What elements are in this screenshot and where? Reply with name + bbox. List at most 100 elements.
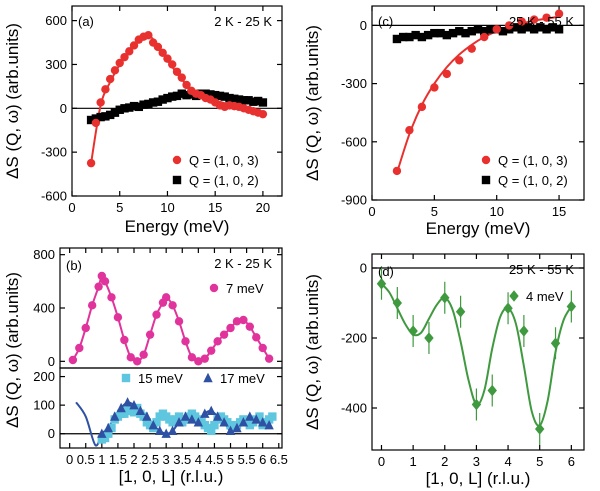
y-tick-label: 0: [360, 18, 367, 33]
panel-label: (b): [66, 258, 82, 273]
data-point: [200, 408, 210, 418]
panel-label: (d): [378, 264, 394, 279]
data-point: [109, 411, 120, 421]
y-tick-label: -600: [341, 134, 367, 149]
y-tick-label: 100: [33, 398, 55, 413]
data-point: [125, 47, 134, 56]
data-point: [152, 310, 161, 319]
chart-panel-c: 0 5 10 15 -900 -600 -300 0 (c) 25 K - 55 K Q = (1,…: [303, 5, 585, 238]
panel-label: (a): [78, 14, 94, 29]
data-point: [155, 425, 165, 436]
data-point: [122, 397, 133, 407]
legend-marker: [209, 283, 219, 293]
data-point: [207, 426, 216, 436]
x-tick-label: 2: [441, 454, 448, 469]
x-axis-title: [1, 0, L] (r.l.u.): [426, 469, 531, 488]
data-point: [417, 102, 427, 112]
data-point: [144, 99, 153, 109]
data-point: [104, 429, 113, 438]
y-tick-label: 0: [60, 101, 67, 116]
chart-panel-a: 0 5 10 15 20 -600 -300 0 300 600 (a) 2 K - 25 K Q = …: [3, 5, 283, 236]
data-point: [172, 67, 182, 76]
data-point: [181, 337, 190, 346]
data-point: [442, 69, 452, 79]
data-point: [87, 301, 97, 310]
data-point: [68, 355, 78, 365]
data-point: [86, 115, 96, 125]
data-point: [252, 333, 261, 342]
y-tick-label: 800: [33, 247, 55, 262]
data-point: [461, 28, 470, 38]
y-axis-title: ΔS (Q, ω) (arb.units): [3, 272, 22, 428]
data-point: [107, 423, 116, 433]
data-point: [100, 277, 110, 286]
data-point: [405, 32, 414, 42]
plot-frame: [371, 253, 585, 451]
data-point: [239, 96, 249, 105]
data-point: [210, 420, 219, 430]
data-point: [448, 28, 458, 38]
data-point: [158, 95, 167, 104]
data-point: [376, 278, 387, 290]
data-point: [110, 66, 120, 75]
data-point: [542, 25, 551, 34]
data-point: [86, 158, 96, 168]
data-point: [120, 335, 129, 345]
data-point: [244, 96, 253, 105]
y-tick-label: -300: [41, 145, 67, 160]
data-point: [245, 411, 255, 421]
data-point: [467, 27, 476, 36]
data-point: [161, 428, 171, 438]
data-point: [133, 357, 142, 366]
legend-marker: [172, 155, 182, 165]
data-point: [424, 332, 434, 344]
data-point: [120, 104, 129, 113]
data-point: [115, 105, 124, 114]
plot-frame: [71, 5, 283, 197]
data-point: [113, 313, 123, 322]
data-point: [153, 97, 163, 106]
data-point: [548, 23, 558, 32]
x-axis-title: [1, 0, L] (r.l.u.): [119, 467, 224, 486]
legend-marker: [172, 175, 182, 185]
x-tick-label: 3.5: [173, 452, 191, 467]
data-point: [97, 428, 107, 438]
data-point: [174, 317, 184, 326]
data-point: [142, 411, 152, 421]
panel-label: (c): [378, 14, 393, 29]
data-point: [486, 25, 495, 34]
data-point: [251, 414, 261, 424]
data-point: [187, 353, 197, 362]
data-point: [103, 422, 113, 433]
x-tick-label: 3: [473, 454, 480, 469]
y-tick-label: 600: [45, 13, 67, 28]
legend-label: 17 meV: [220, 371, 265, 386]
data-point: [234, 95, 244, 104]
data-point: [187, 414, 197, 424]
x-tick-label: 1: [98, 452, 105, 467]
data-point: [225, 93, 234, 103]
data-point: [206, 90, 215, 99]
data-point: [180, 411, 191, 421]
chart-panel-d: 0 1 2 3 4 5 6 -400 -200 0 (d) 25 K - 55 K 4 meV [1, 0…: [303, 253, 585, 488]
legend-label: Q = (1, 0, 2): [498, 173, 568, 188]
x-tick-label: 6.5: [270, 452, 288, 467]
y-tick-label: 0: [48, 354, 55, 369]
data-point: [126, 353, 135, 362]
data-point: [200, 354, 209, 363]
y-tick-label: -300: [341, 76, 367, 91]
data-point: [238, 417, 249, 427]
data-point: [110, 108, 120, 117]
data-point: [101, 85, 110, 94]
chart-panel-b: 0 0.5 1 1.5 2 2.5 3 3.5 4 4.5 5 5.5 6 6.5 0 400 800 0 100 2…: [3, 247, 288, 486]
y-tick-label: 300: [45, 57, 67, 72]
legend-label: Q = (1, 0, 2): [189, 173, 259, 188]
data-point: [129, 408, 139, 417]
data-point: [523, 23, 533, 32]
y-tick-label: 0: [48, 426, 55, 441]
legend-marker: [481, 175, 491, 185]
data-point: [226, 323, 235, 333]
x-tick-label: 0: [66, 452, 73, 467]
data-point: [405, 125, 414, 135]
data-point: [504, 21, 514, 30]
